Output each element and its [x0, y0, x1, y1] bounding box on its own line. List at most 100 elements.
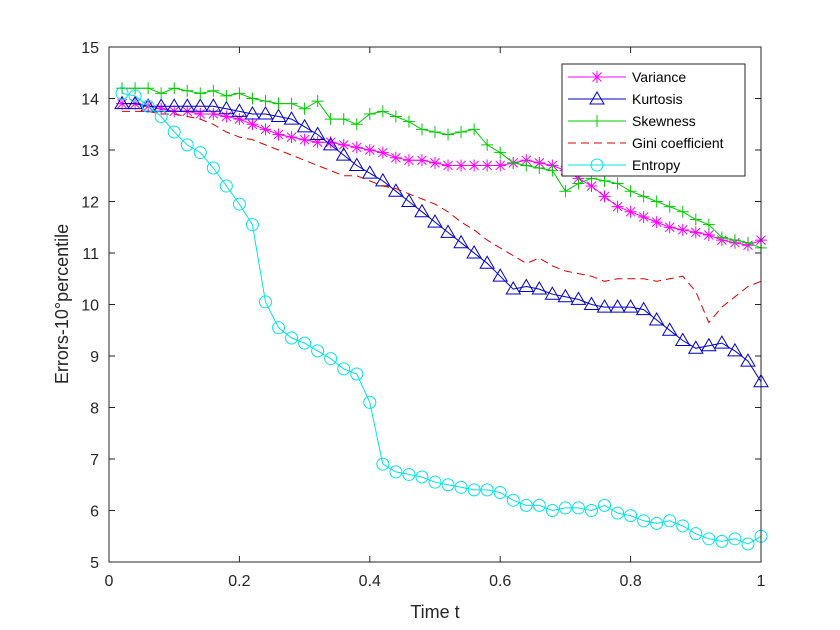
legend-entry-kurtosis: Kurtosis	[568, 91, 683, 107]
data-point	[194, 87, 207, 100]
data-point	[506, 493, 520, 507]
data-point	[337, 138, 350, 151]
legend-box	[561, 63, 746, 177]
data-point	[518, 278, 535, 292]
y-tick-label: 15	[81, 40, 99, 57]
data-point	[440, 224, 456, 238]
data-point	[558, 501, 572, 515]
data-point	[584, 504, 598, 517]
data-point	[116, 82, 129, 95]
data-point	[598, 190, 611, 203]
data-point	[429, 156, 441, 169]
data-point	[166, 98, 183, 112]
data-point	[650, 216, 663, 229]
x-tick-label: 0.4	[359, 573, 381, 590]
data-point	[128, 89, 142, 103]
data-point	[674, 332, 691, 347]
y-tick-label: 13	[81, 143, 99, 160]
data-point	[557, 288, 574, 303]
data-point	[741, 537, 755, 551]
data-point	[494, 146, 507, 159]
data-point	[442, 159, 455, 172]
y-tick-label: 14	[81, 92, 99, 109]
data-point	[285, 97, 298, 110]
data-point	[598, 498, 612, 512]
data-point	[285, 131, 298, 144]
data-point	[611, 506, 625, 520]
data-point	[155, 102, 168, 115]
data-point	[428, 475, 442, 489]
data-point	[689, 213, 702, 226]
data-point	[181, 84, 194, 97]
legend-marker	[591, 71, 603, 83]
data-point	[259, 95, 272, 108]
data-point	[637, 190, 650, 203]
data-point	[715, 534, 729, 548]
data-point	[415, 123, 428, 136]
y-tick-label: 7	[90, 452, 99, 469]
data-point	[598, 174, 611, 187]
data-point	[337, 362, 351, 376]
data-point	[246, 92, 259, 105]
data-point	[363, 144, 376, 156]
data-point	[402, 154, 415, 167]
data-point	[676, 205, 689, 218]
data-point	[207, 107, 220, 120]
data-point	[363, 107, 376, 120]
data-point	[468, 159, 481, 172]
data-point	[637, 514, 651, 528]
data-point	[650, 516, 664, 530]
data-point	[624, 205, 637, 218]
data-point	[361, 165, 378, 179]
data-point	[206, 161, 220, 175]
legend-entry-entropy: Entropy	[568, 157, 680, 173]
series-entropy	[115, 86, 768, 551]
data-point	[283, 111, 300, 125]
data-point	[153, 98, 170, 112]
data-point	[520, 159, 533, 172]
data-point	[480, 483, 494, 497]
data-point	[415, 470, 429, 484]
legend-label: Gini coefficient	[632, 135, 724, 151]
data-point	[455, 125, 468, 138]
data-point	[376, 146, 389, 159]
data-point	[309, 126, 326, 141]
data-point	[442, 128, 455, 141]
data-point	[728, 234, 741, 247]
y-axis-label: Errors-10°percentile	[52, 224, 72, 384]
data-point	[572, 177, 585, 190]
data-point	[441, 478, 455, 492]
data-point	[596, 299, 613, 313]
data-point	[180, 138, 194, 152]
data-point	[259, 123, 272, 136]
data-point	[272, 321, 286, 335]
data-point	[624, 509, 638, 523]
data-point	[141, 99, 155, 113]
data-point	[296, 118, 313, 133]
data-point	[505, 281, 522, 295]
data-point	[337, 113, 350, 126]
data-point	[205, 98, 222, 112]
data-point	[389, 465, 403, 479]
data-point	[467, 483, 481, 497]
y-tick-label: 10	[81, 298, 99, 315]
data-point	[231, 103, 248, 117]
data-point	[663, 514, 677, 528]
data-point	[453, 234, 469, 249]
data-point	[624, 185, 637, 198]
data-point	[740, 353, 756, 367]
data-point	[376, 457, 390, 471]
x-axis: 0 0.2 0.4 0.6 0.8 1	[105, 47, 766, 590]
data-point	[414, 203, 430, 218]
y-tick-label: 6	[90, 504, 99, 521]
data-point	[154, 110, 168, 124]
data-point	[272, 128, 285, 141]
data-point	[324, 352, 338, 366]
data-point	[350, 141, 363, 154]
data-point	[622, 299, 639, 313]
data-point	[650, 195, 663, 208]
data-point	[559, 185, 572, 198]
data-point	[311, 136, 324, 149]
data-point	[689, 527, 703, 541]
